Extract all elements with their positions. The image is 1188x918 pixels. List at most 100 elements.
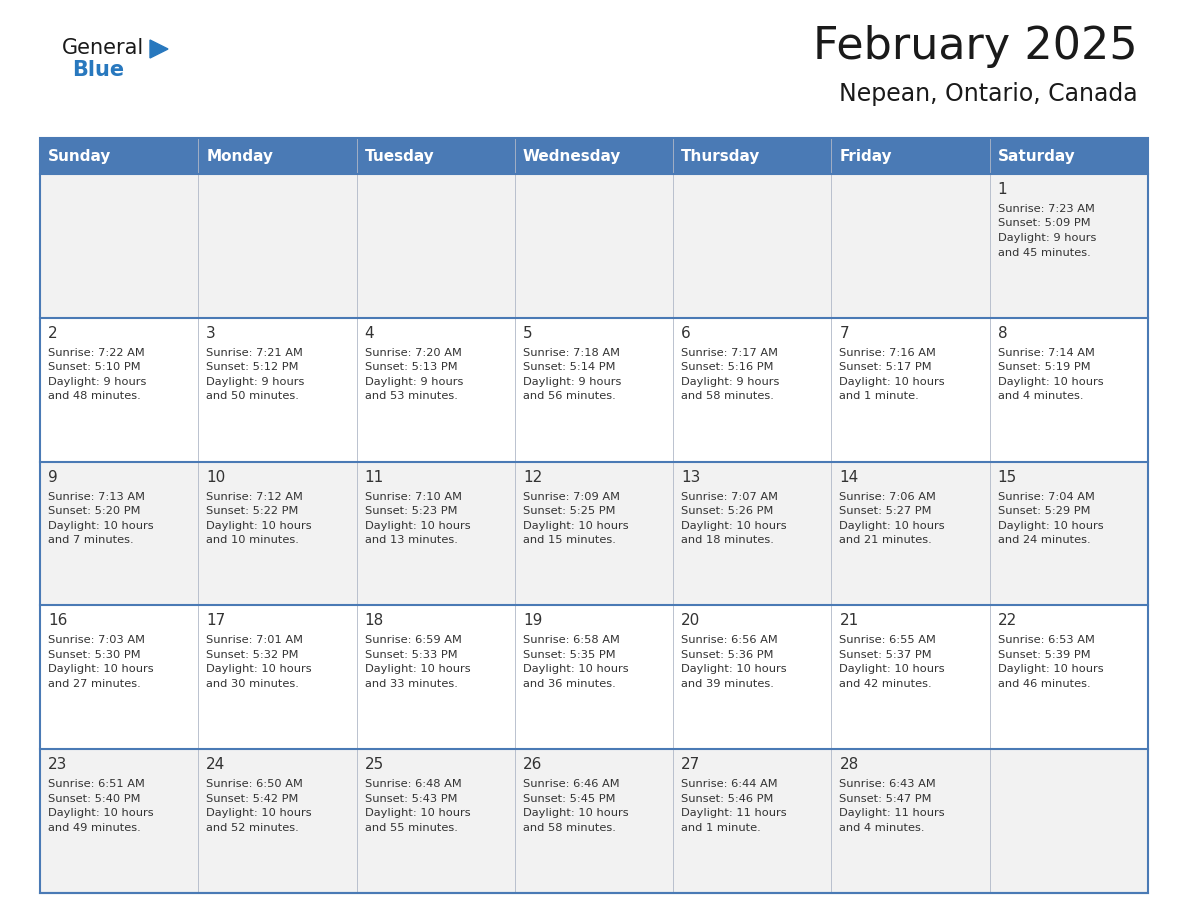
- Text: Sunset: 5:42 PM: Sunset: 5:42 PM: [207, 794, 298, 803]
- Text: 27: 27: [681, 757, 701, 772]
- Text: and 13 minutes.: and 13 minutes.: [365, 535, 457, 545]
- Text: Sunrise: 7:18 AM: Sunrise: 7:18 AM: [523, 348, 620, 358]
- Text: Daylight: 10 hours: Daylight: 10 hours: [48, 521, 153, 531]
- Text: 17: 17: [207, 613, 226, 629]
- Bar: [40, 605, 1148, 749]
- Text: Sunset: 5:46 PM: Sunset: 5:46 PM: [681, 794, 773, 803]
- Text: Sunset: 5:14 PM: Sunset: 5:14 PM: [523, 363, 615, 373]
- Text: 25: 25: [365, 757, 384, 772]
- Text: and 1 minute.: and 1 minute.: [840, 391, 920, 401]
- Text: Daylight: 10 hours: Daylight: 10 hours: [365, 808, 470, 818]
- Text: Sunrise: 6:46 AM: Sunrise: 6:46 AM: [523, 779, 619, 789]
- Text: Sunrise: 6:58 AM: Sunrise: 6:58 AM: [523, 635, 620, 645]
- Text: Sunset: 5:27 PM: Sunset: 5:27 PM: [840, 506, 931, 516]
- Bar: [40, 318, 1148, 462]
- Text: Daylight: 9 hours: Daylight: 9 hours: [48, 376, 146, 386]
- Text: Sunrise: 6:48 AM: Sunrise: 6:48 AM: [365, 779, 461, 789]
- Text: Sunset: 5:22 PM: Sunset: 5:22 PM: [207, 506, 298, 516]
- Text: Daylight: 9 hours: Daylight: 9 hours: [681, 376, 779, 386]
- Text: Sunrise: 7:23 AM: Sunrise: 7:23 AM: [998, 204, 1094, 214]
- Text: and 36 minutes.: and 36 minutes.: [523, 679, 615, 688]
- Text: 13: 13: [681, 470, 701, 485]
- Text: Daylight: 9 hours: Daylight: 9 hours: [365, 376, 463, 386]
- Text: Sunset: 5:33 PM: Sunset: 5:33 PM: [365, 650, 457, 660]
- Text: Daylight: 10 hours: Daylight: 10 hours: [523, 665, 628, 675]
- Text: Wednesday: Wednesday: [523, 149, 621, 163]
- Text: Daylight: 10 hours: Daylight: 10 hours: [207, 665, 312, 675]
- Text: Sunrise: 7:06 AM: Sunrise: 7:06 AM: [840, 492, 936, 501]
- Text: February 2025: February 2025: [814, 25, 1138, 68]
- Text: 15: 15: [998, 470, 1017, 485]
- Text: Sunset: 5:30 PM: Sunset: 5:30 PM: [48, 650, 140, 660]
- Text: 2: 2: [48, 326, 58, 341]
- Text: 26: 26: [523, 757, 542, 772]
- Text: Sunset: 5:10 PM: Sunset: 5:10 PM: [48, 363, 140, 373]
- Text: Sunset: 5:45 PM: Sunset: 5:45 PM: [523, 794, 615, 803]
- Text: 22: 22: [998, 613, 1017, 629]
- Text: 9: 9: [48, 470, 58, 485]
- Text: Sunrise: 6:44 AM: Sunrise: 6:44 AM: [681, 779, 778, 789]
- Text: Daylight: 10 hours: Daylight: 10 hours: [365, 521, 470, 531]
- Text: 23: 23: [48, 757, 68, 772]
- Text: Monday: Monday: [207, 149, 273, 163]
- Text: 5: 5: [523, 326, 532, 341]
- Text: and 27 minutes.: and 27 minutes.: [48, 679, 140, 688]
- Text: Daylight: 10 hours: Daylight: 10 hours: [840, 376, 944, 386]
- Text: Sunrise: 7:03 AM: Sunrise: 7:03 AM: [48, 635, 145, 645]
- Text: 18: 18: [365, 613, 384, 629]
- Text: Sunrise: 7:12 AM: Sunrise: 7:12 AM: [207, 492, 303, 501]
- Text: Sunset: 5:23 PM: Sunset: 5:23 PM: [365, 506, 457, 516]
- Text: Sunrise: 6:43 AM: Sunrise: 6:43 AM: [840, 779, 936, 789]
- Text: and 53 minutes.: and 53 minutes.: [365, 391, 457, 401]
- Text: Sunday: Sunday: [48, 149, 112, 163]
- Text: and 58 minutes.: and 58 minutes.: [681, 391, 775, 401]
- Text: and 30 minutes.: and 30 minutes.: [207, 679, 299, 688]
- Text: Sunset: 5:20 PM: Sunset: 5:20 PM: [48, 506, 140, 516]
- Text: Sunset: 5:37 PM: Sunset: 5:37 PM: [840, 650, 933, 660]
- Text: Sunrise: 7:01 AM: Sunrise: 7:01 AM: [207, 635, 303, 645]
- Text: Daylight: 10 hours: Daylight: 10 hours: [48, 808, 153, 818]
- Text: Sunset: 5:43 PM: Sunset: 5:43 PM: [365, 794, 457, 803]
- Text: 3: 3: [207, 326, 216, 341]
- Text: and 10 minutes.: and 10 minutes.: [207, 535, 299, 545]
- Text: Daylight: 10 hours: Daylight: 10 hours: [207, 808, 312, 818]
- Text: Sunrise: 6:53 AM: Sunrise: 6:53 AM: [998, 635, 1094, 645]
- Text: Sunrise: 7:10 AM: Sunrise: 7:10 AM: [365, 492, 462, 501]
- Text: and 49 minutes.: and 49 minutes.: [48, 823, 140, 833]
- Text: Daylight: 10 hours: Daylight: 10 hours: [840, 521, 944, 531]
- Text: Daylight: 10 hours: Daylight: 10 hours: [998, 521, 1104, 531]
- Text: Sunrise: 7:22 AM: Sunrise: 7:22 AM: [48, 348, 145, 358]
- Text: 11: 11: [365, 470, 384, 485]
- Text: Sunset: 5:35 PM: Sunset: 5:35 PM: [523, 650, 615, 660]
- Text: and 48 minutes.: and 48 minutes.: [48, 391, 140, 401]
- Text: Tuesday: Tuesday: [365, 149, 435, 163]
- Text: Daylight: 10 hours: Daylight: 10 hours: [840, 665, 944, 675]
- Text: Sunrise: 6:51 AM: Sunrise: 6:51 AM: [48, 779, 145, 789]
- Text: 7: 7: [840, 326, 849, 341]
- Text: Daylight: 10 hours: Daylight: 10 hours: [998, 376, 1104, 386]
- Text: Sunset: 5:16 PM: Sunset: 5:16 PM: [681, 363, 773, 373]
- Text: Sunset: 5:13 PM: Sunset: 5:13 PM: [365, 363, 457, 373]
- Text: General: General: [62, 38, 144, 58]
- Text: 14: 14: [840, 470, 859, 485]
- Text: and 42 minutes.: and 42 minutes.: [840, 679, 933, 688]
- Text: Sunset: 5:32 PM: Sunset: 5:32 PM: [207, 650, 299, 660]
- Polygon shape: [150, 40, 168, 58]
- Text: 8: 8: [998, 326, 1007, 341]
- Bar: [40, 138, 1148, 893]
- Text: Sunset: 5:12 PM: Sunset: 5:12 PM: [207, 363, 299, 373]
- Text: Sunrise: 7:21 AM: Sunrise: 7:21 AM: [207, 348, 303, 358]
- Text: and 24 minutes.: and 24 minutes.: [998, 535, 1091, 545]
- Text: 4: 4: [365, 326, 374, 341]
- Text: Daylight: 10 hours: Daylight: 10 hours: [681, 521, 786, 531]
- Text: Sunrise: 6:55 AM: Sunrise: 6:55 AM: [840, 635, 936, 645]
- Text: and 4 minutes.: and 4 minutes.: [840, 823, 925, 833]
- Text: Sunset: 5:29 PM: Sunset: 5:29 PM: [998, 506, 1091, 516]
- Text: Daylight: 10 hours: Daylight: 10 hours: [523, 521, 628, 531]
- Text: Sunrise: 7:04 AM: Sunrise: 7:04 AM: [998, 492, 1094, 501]
- Text: and 18 minutes.: and 18 minutes.: [681, 535, 775, 545]
- Text: Daylight: 10 hours: Daylight: 10 hours: [998, 665, 1104, 675]
- Text: and 21 minutes.: and 21 minutes.: [840, 535, 933, 545]
- Text: and 58 minutes.: and 58 minutes.: [523, 823, 615, 833]
- Text: Daylight: 11 hours: Daylight: 11 hours: [840, 808, 944, 818]
